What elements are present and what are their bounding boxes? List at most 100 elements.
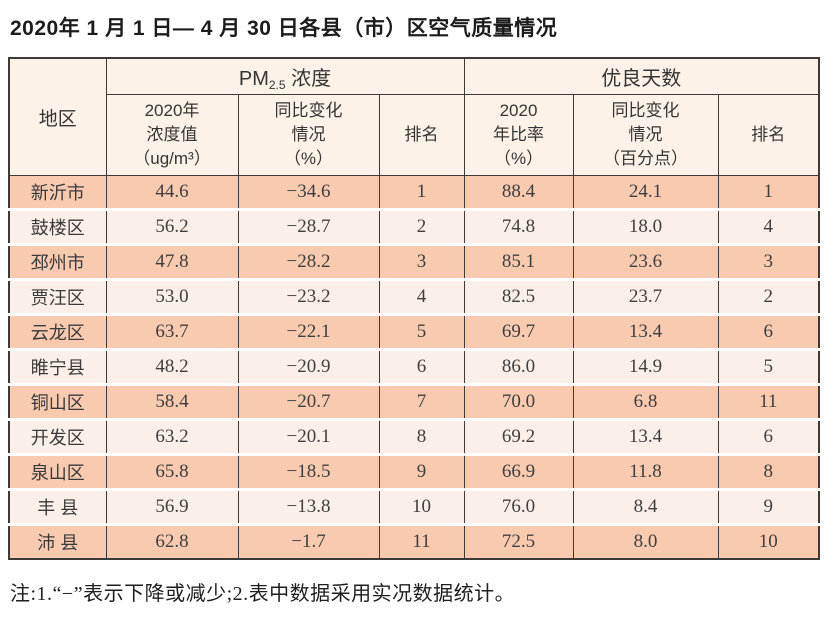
cell-pm-change: −28.2 bbox=[237, 243, 380, 280]
cell-pm-change: −28.7 bbox=[237, 208, 380, 245]
cell-region: 邳州市 bbox=[8, 243, 107, 280]
subheader-good-change: 同比变化 情况 （百分点） bbox=[572, 94, 719, 176]
cell-good-change: 13.4 bbox=[572, 418, 719, 455]
cell-good-ratio: 85.1 bbox=[463, 243, 574, 280]
group-header-row: 地区 PM2.5 浓度 优良天数 bbox=[8, 57, 820, 176]
page-title: 2020年 1 月 1 日— 4 月 30 日各县（市）区空气质量情况 bbox=[10, 17, 558, 40]
cell-good-change: 11.8 bbox=[572, 453, 719, 490]
subheader-pm-change: 同比变化 情况 （%） bbox=[237, 94, 380, 176]
cell-pm-value: 48.2 bbox=[105, 348, 239, 385]
cell-region: 睢宁县 bbox=[8, 348, 107, 385]
cell-pm-rank: 1 bbox=[378, 175, 465, 210]
table-row: 泉山区 65.8 −18.5 9 66.9 11.8 8 bbox=[8, 453, 820, 490]
table-row: 铜山区 58.4 −20.7 7 70.0 6.8 11 bbox=[8, 383, 820, 420]
cell-pm-change: −34.6 bbox=[237, 175, 380, 210]
cell-good-change: 23.7 bbox=[572, 278, 719, 315]
cell-good-ratio: 72.5 bbox=[463, 523, 574, 559]
cell-pm-change: −23.2 bbox=[237, 278, 380, 315]
cell-pm-value: 47.8 bbox=[105, 243, 239, 280]
cell-pm-value: 56.2 bbox=[105, 208, 239, 245]
cell-good-change: 24.1 bbox=[572, 175, 719, 210]
cell-pm-rank: 5 bbox=[378, 313, 465, 350]
table-row: 开发区 63.2 −20.1 8 69.2 13.4 6 bbox=[8, 418, 820, 455]
table-row: 睢宁县 48.2 −20.9 6 86.0 14.9 5 bbox=[8, 348, 820, 385]
cell-region: 新沂市 bbox=[8, 175, 107, 210]
cell-pm-change: −22.1 bbox=[237, 313, 380, 350]
cell-pm-change: −20.7 bbox=[237, 383, 380, 420]
pm25-label-prefix: PM bbox=[238, 67, 269, 90]
header-pm25-group: PM2.5 浓度 bbox=[105, 57, 465, 95]
cell-good-change: 23.6 bbox=[572, 243, 719, 280]
cell-good-rank: 6 bbox=[717, 418, 820, 455]
cell-pm-value: 62.8 bbox=[105, 523, 239, 559]
sub-header-row: 2020年 浓度值 （ug/m³） 同比变化 情况 （%） 排名 2020 年比… bbox=[9, 94, 820, 176]
header-good-days-group: 优良天数 bbox=[463, 57, 820, 95]
table-row: 沛 县 62.8 −1.7 11 72.5 8.0 10 bbox=[8, 523, 820, 559]
cell-good-ratio: 76.0 bbox=[463, 488, 574, 525]
cell-pm-value: 63.2 bbox=[105, 418, 239, 455]
cell-good-rank: 11 bbox=[717, 383, 820, 420]
cell-pm-value: 65.8 bbox=[105, 453, 239, 490]
cell-good-ratio: 74.8 bbox=[463, 208, 574, 245]
cell-region: 泉山区 bbox=[8, 453, 107, 490]
table-row: 贾汪区 53.0 −23.2 4 82.5 23.7 2 bbox=[8, 278, 820, 315]
cell-pm-change: −13.8 bbox=[237, 488, 380, 525]
cell-pm-rank: 9 bbox=[378, 453, 465, 490]
cell-good-change: 6.8 bbox=[572, 383, 719, 420]
cell-pm-rank: 10 bbox=[378, 488, 465, 525]
cell-good-rank: 5 bbox=[717, 348, 820, 385]
cell-good-rank: 8 bbox=[717, 453, 820, 490]
cell-pm-rank: 4 bbox=[378, 278, 465, 315]
cell-good-change: 8.0 bbox=[572, 523, 719, 559]
subheader-good-rank: 排名 bbox=[717, 94, 820, 176]
cell-pm-value: 56.9 bbox=[105, 488, 239, 525]
cell-pm-rank: 3 bbox=[378, 243, 465, 280]
table-row: 新沂市 44.6 −34.6 1 88.4 24.1 1 bbox=[8, 175, 820, 210]
cell-pm-change: −18.5 bbox=[237, 453, 380, 490]
header-region: 地区 bbox=[8, 57, 107, 176]
cell-pm-value: 44.6 bbox=[105, 175, 239, 210]
pm25-label-subscript: 2.5 bbox=[268, 77, 286, 92]
cell-region: 丰 县 bbox=[8, 488, 107, 525]
cell-pm-change: −20.1 bbox=[237, 418, 380, 455]
cell-pm-value: 58.4 bbox=[105, 383, 239, 420]
cell-good-change: 14.9 bbox=[572, 348, 719, 385]
cell-pm-rank: 6 bbox=[378, 348, 465, 385]
cell-good-ratio: 82.5 bbox=[463, 278, 574, 315]
cell-good-rank: 9 bbox=[717, 488, 820, 525]
pm25-label-suffix: 浓度 bbox=[285, 67, 332, 90]
table-row: 丰 县 56.9 −13.8 10 76.0 8.4 9 bbox=[8, 488, 820, 525]
table-header: 地区 PM2.5 浓度 优良天数 2020年 浓度值 （ug/m³） 同比变化 … bbox=[8, 57, 820, 176]
cell-good-ratio: 69.7 bbox=[463, 313, 574, 350]
cell-region: 铜山区 bbox=[8, 383, 107, 420]
cell-pm-rank: 2 bbox=[378, 208, 465, 245]
cell-good-ratio: 66.9 bbox=[463, 453, 574, 490]
cell-good-ratio: 86.0 bbox=[463, 348, 574, 385]
cell-pm-change: −1.7 bbox=[237, 523, 380, 559]
subheader-pm-rank: 排名 bbox=[378, 94, 465, 176]
subheader-pm-value: 2020年 浓度值 （ug/m³） bbox=[105, 94, 239, 176]
cell-good-rank: 1 bbox=[717, 175, 820, 210]
cell-good-ratio: 70.0 bbox=[463, 383, 574, 420]
cell-pm-change: −20.9 bbox=[237, 348, 380, 385]
cell-good-rank: 10 bbox=[717, 523, 820, 559]
cell-region: 开发区 bbox=[8, 418, 107, 455]
cell-good-ratio: 69.2 bbox=[463, 418, 574, 455]
footnote: 注:1.“−”表示下降或减少;2.表中数据采用实况数据统计。 bbox=[10, 583, 516, 605]
cell-pm-rank: 11 bbox=[378, 523, 465, 559]
table-row: 鼓楼区 56.2 −28.7 2 74.8 18.0 4 bbox=[8, 208, 820, 245]
subheader-good-ratio: 2020 年比率 （%） bbox=[463, 94, 574, 176]
cell-pm-value: 63.7 bbox=[105, 313, 239, 350]
cell-good-change: 13.4 bbox=[572, 313, 719, 350]
cell-region: 贾汪区 bbox=[8, 278, 107, 315]
cell-good-ratio: 88.4 bbox=[463, 175, 574, 210]
cell-good-change: 8.4 bbox=[572, 488, 719, 525]
cell-good-rank: 3 bbox=[717, 243, 820, 280]
cell-pm-rank: 7 bbox=[378, 383, 465, 420]
air-quality-table: 地区 PM2.5 浓度 优良天数 2020年 浓度值 （ug/m³） 同比变化 … bbox=[8, 57, 821, 560]
cell-pm-rank: 8 bbox=[378, 418, 465, 455]
table-row: 邳州市 47.8 −28.2 3 85.1 23.6 3 bbox=[8, 243, 820, 280]
cell-region: 云龙区 bbox=[8, 313, 107, 350]
cell-pm-value: 53.0 bbox=[105, 278, 239, 315]
